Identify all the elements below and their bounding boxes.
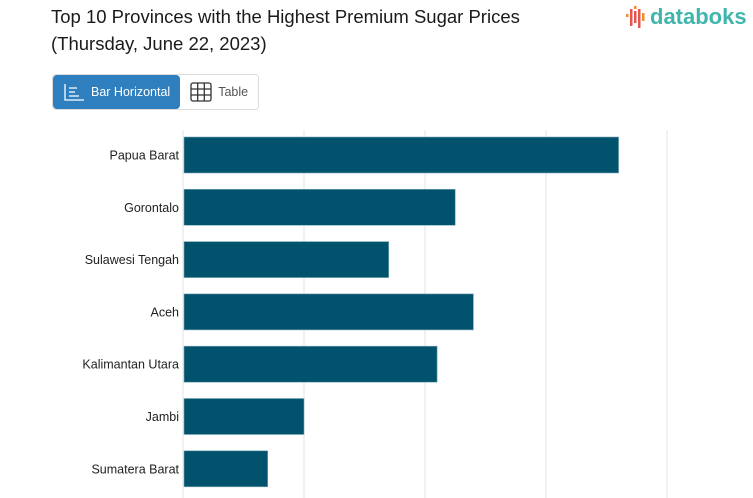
view-toggle: Bar Horizontal Table — [52, 74, 260, 110]
bar[interactable] — [183, 450, 268, 488]
bar[interactable] — [183, 293, 474, 331]
bar-layer — [183, 136, 619, 488]
bar-horizontal-button[interactable]: Bar Horizontal — [53, 75, 181, 109]
table-label: Table — [218, 85, 249, 99]
category-labels: Papua Barat Gorontalo Sulawesi Tengah Aceh K… — [82, 149, 179, 477]
bar[interactable] — [183, 136, 619, 174]
category-label: Kalimantan Utara — [82, 358, 179, 372]
databoks-logo: databoks — [626, 4, 747, 30]
category-label: Gorontalo — [124, 201, 179, 215]
bar[interactable] — [183, 241, 389, 278]
category-label: Aceh — [151, 305, 180, 319]
bar[interactable] — [183, 189, 456, 226]
databoks-logo-icon — [626, 6, 645, 28]
bar-horizontal-label: Bar Horizontal — [91, 85, 171, 99]
brand-name: databoks — [650, 4, 747, 29]
bar[interactable] — [183, 345, 438, 383]
category-label: Papua Barat — [110, 149, 180, 163]
bar[interactable] — [183, 398, 305, 435]
category-label: Sumatera Barat — [91, 462, 179, 476]
bar-chart-horizontal-icon — [64, 84, 84, 101]
chart-title-line1: Top 10 Provinces with the Highest Premiu… — [51, 6, 520, 27]
table-button[interactable]: Table — [180, 75, 259, 109]
bar-chart: Papua Barat Gorontalo Sulawesi Tengah Aceh K… — [82, 130, 668, 498]
table-grid-icon — [190, 82, 212, 102]
category-label: Sulawesi Tengah — [85, 253, 179, 267]
category-label: Jambi — [146, 410, 179, 424]
chart-title-line2: (Thursday, June 22, 2023) — [51, 33, 267, 54]
chart-title: Top 10 Provinces with the Highest Premiu… — [51, 3, 520, 57]
